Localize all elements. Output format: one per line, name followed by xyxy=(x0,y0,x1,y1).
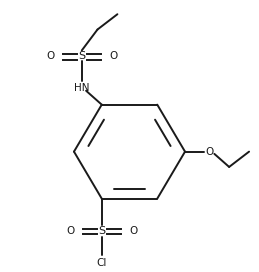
Text: O: O xyxy=(66,225,74,236)
Text: Cl: Cl xyxy=(97,258,107,268)
Text: S: S xyxy=(98,225,105,236)
Text: S: S xyxy=(78,51,85,61)
Text: O: O xyxy=(46,51,54,61)
Text: O: O xyxy=(110,51,118,61)
Text: O: O xyxy=(205,147,213,157)
Text: HN: HN xyxy=(74,83,90,93)
Text: O: O xyxy=(129,225,138,236)
